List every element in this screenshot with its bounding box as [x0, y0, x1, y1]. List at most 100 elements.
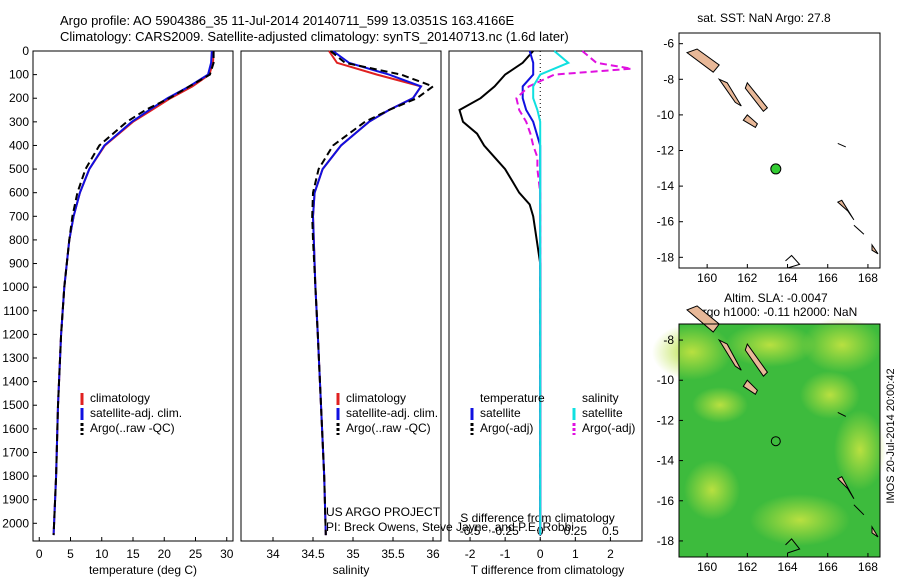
sst-map-title: sat. SST: NaN Argo: 27.8	[697, 11, 831, 25]
depth-ticklabel: 300	[9, 115, 29, 129]
difference-axis-ticklabel: -1	[500, 547, 511, 561]
salinity-argo-line	[311, 50, 436, 536]
difference-axis-ticklabel: -2	[465, 547, 476, 561]
sla-anomaly-patch	[692, 387, 748, 423]
depth-ticklabel: 800	[9, 233, 29, 247]
temperature-satellite-line	[52, 50, 213, 536]
figure-title-line1: Argo profile: AO 5904386_35 11-Jul-2014 …	[60, 13, 515, 28]
island-landmass	[744, 81, 769, 113]
longitude-ticklabel: 166	[818, 560, 838, 574]
salinity-legend-label: climatology	[346, 391, 406, 405]
depth-ticklabel: 1700	[2, 445, 29, 459]
depth-ticklabel: 200	[9, 91, 29, 105]
latitude-ticklabel: -16	[657, 494, 675, 508]
sla-map-title-line2: Argo h1000: -0.11 h2000: NaN	[695, 305, 858, 319]
salinity-axis-ticklabel: 34	[266, 547, 280, 561]
island-landmass	[836, 476, 855, 500]
imos-timestamp-label: IMOS 20-Jul-2014 20:00:42	[884, 320, 898, 560]
imos-timestamp-text: IMOS 20-Jul-2014 20:00:42	[885, 368, 897, 504]
depth-ticklabel: 1900	[2, 493, 29, 507]
salinity-difference-ticklabel: 0.5	[602, 524, 619, 538]
difference-legend-heading-temperature: temperature	[480, 391, 545, 405]
island-landmass	[742, 379, 759, 396]
island-landmass	[685, 48, 720, 73]
salinity-panel-frame	[240, 50, 442, 542]
island-landmass	[717, 78, 742, 107]
salinity-axis-label: salinity	[333, 563, 370, 577]
longitude-ticklabel: 162	[737, 271, 757, 285]
difference-legend-label: satellite	[582, 406, 623, 420]
temperature-axis-ticklabel: 30	[220, 547, 234, 561]
argo-float-marker	[770, 163, 782, 175]
temperature-axis-ticklabel: 5	[67, 547, 74, 561]
figure-title-line2: Climatology: CARS2009. Satellite-adjuste…	[60, 29, 569, 44]
longitude-ticklabel: 166	[818, 271, 838, 285]
salinity-satellite-difference-line	[532, 50, 571, 536]
latitude-ticklabel: -18	[657, 250, 675, 264]
island-landmass	[853, 504, 865, 516]
temperature-axis-ticklabel: 15	[126, 547, 140, 561]
temperature-argo-difference-line	[458, 50, 542, 536]
difference-legend-heading-salinity: salinity	[582, 391, 619, 405]
longitude-ticklabel: 164	[778, 560, 798, 574]
credit-project-text: US ARGO PROJECT	[326, 505, 441, 519]
temperature-axis-ticklabel: 0	[36, 547, 43, 561]
temperature-legend-label: climatology	[90, 391, 150, 405]
latitude-ticklabel: -16	[657, 215, 675, 229]
sla-anomaly-patch	[802, 317, 882, 373]
temperature-axis-ticklabel: 10	[95, 547, 109, 561]
longitude-ticklabel: 162	[737, 560, 757, 574]
latitude-ticklabel: -8	[663, 333, 674, 347]
temperature-satellite-difference-line	[521, 50, 542, 536]
depth-ticklabel: 700	[9, 209, 29, 223]
depth-ticklabel: 400	[9, 138, 29, 152]
depth-ticklabel: 1800	[2, 469, 29, 483]
depth-ticklabel: 1300	[2, 351, 29, 365]
argo-float-marker	[770, 436, 781, 447]
salinity-difference-ticklabel: -0.25	[491, 524, 519, 538]
sla-anomaly-patch	[750, 494, 850, 546]
longitude-ticklabel: 160	[697, 560, 717, 574]
latitude-ticklabel: -8	[663, 72, 674, 86]
latitude-ticklabel: -6	[663, 37, 674, 51]
temperature-axis-ticklabel: 20	[158, 547, 172, 561]
temperature-legend-label: Argo(..raw -QC)	[90, 421, 175, 435]
difference-axis-label: T difference from climatology	[471, 563, 625, 577]
difference-axis-ticklabel: 1	[572, 547, 579, 561]
depth-ticklabel: 1600	[2, 422, 29, 436]
temperature-axis-ticklabel: 25	[189, 547, 203, 561]
difference-axis-ticklabel: 0	[537, 547, 544, 561]
latitude-ticklabel: -14	[657, 179, 675, 193]
difference-legend-label: satellite	[480, 406, 521, 420]
credit-pi-text: PI: Breck Owens, Steve Jayne, and P.E. R…	[326, 520, 574, 534]
salinity-difference-ticklabel: -0.5	[460, 524, 481, 538]
island-landmass	[853, 224, 865, 235]
difference-legend-label: Argo(-adj)	[480, 421, 533, 435]
salinity-satellite-line	[311, 50, 423, 536]
depth-ticklabel: 1500	[2, 398, 29, 412]
depth-ticklabel: 600	[9, 186, 29, 200]
sla-anomaly-patch	[652, 324, 732, 380]
sla-anomaly-patch	[725, 323, 815, 367]
depth-ticklabel: 1100	[3, 304, 29, 318]
depth-ticklabel: 2000	[2, 516, 29, 530]
depth-contour	[785, 254, 801, 269]
salinity-axis-ticklabel: 34.5	[301, 547, 325, 561]
island-landmass	[871, 525, 879, 538]
sla-anomaly-patch	[684, 460, 740, 520]
sla-anomaly-patch	[800, 371, 860, 419]
salinity-legend-label: Argo(..raw -QC)	[346, 421, 431, 435]
depth-contour	[785, 538, 801, 554]
latitude-ticklabel: -10	[657, 373, 675, 387]
island-landmass	[717, 338, 742, 371]
island-landmass	[742, 114, 759, 129]
difference-panel-frame	[448, 50, 643, 542]
salinity-axis-ticklabel: 35.5	[381, 547, 405, 561]
longitude-ticklabel: 160	[697, 271, 717, 285]
depth-ticklabel: 900	[9, 257, 29, 271]
temperature-legend-label: satellite-adj. clim.	[90, 406, 182, 420]
island-landmass	[744, 343, 769, 377]
salinity-axis-ticklabel: 36	[426, 547, 440, 561]
depth-ticklabel: 500	[9, 162, 29, 176]
